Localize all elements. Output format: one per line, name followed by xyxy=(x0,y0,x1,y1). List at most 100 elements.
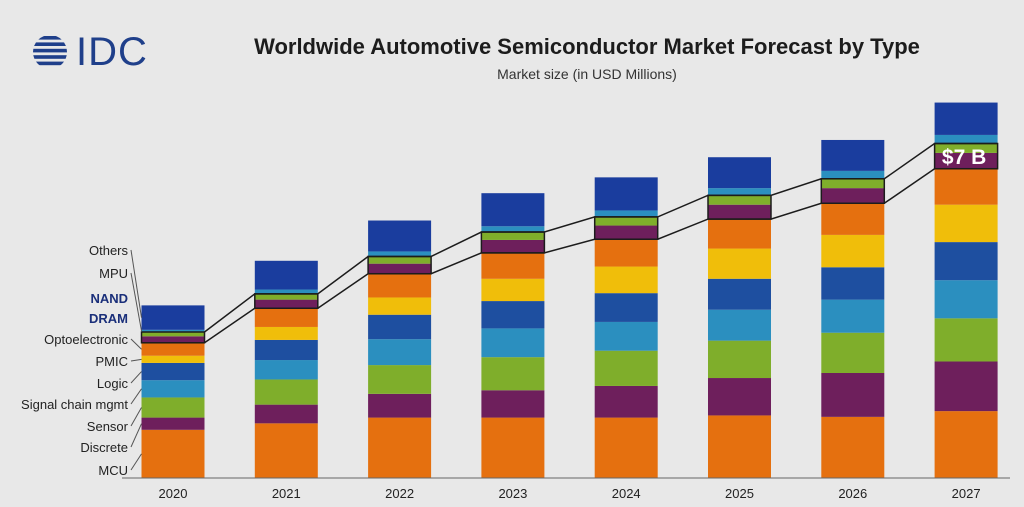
bar-segment-mcu-2023 xyxy=(481,417,545,478)
bar-segment-nand-2022 xyxy=(368,256,432,264)
bar-segment-discrete-2023 xyxy=(481,390,545,418)
x-tick-label: 2024 xyxy=(612,486,641,501)
bar-segment-signal-chain-mgmt-2026 xyxy=(821,299,885,333)
bar-segment-dram-2025 xyxy=(708,204,771,220)
bar-segment-signal-chain-mgmt-2023 xyxy=(481,328,545,358)
legend-leader-line xyxy=(130,407,142,427)
x-tick-label: 2020 xyxy=(159,486,188,501)
bar-segment-nand-2025 xyxy=(708,195,771,205)
bar-segment-pmic-2023 xyxy=(481,278,545,302)
bar-segment-optoelectronic-2026 xyxy=(821,203,885,235)
highlight-line-top xyxy=(204,142,998,333)
bar-segment-pmic-2020 xyxy=(141,355,205,363)
x-tick-label: 2026 xyxy=(838,486,867,501)
bar-segment-mpu-2022 xyxy=(368,251,432,257)
bar-segment-others-2024 xyxy=(594,177,658,211)
x-tick-label: 2023 xyxy=(498,486,527,501)
bar-segment-logic-2026 xyxy=(821,267,885,300)
bar-segment-mcu-2022 xyxy=(368,417,432,478)
x-tick-label: 2021 xyxy=(272,486,301,501)
bar-segment-others-2026 xyxy=(821,139,885,171)
legend-leader-line xyxy=(130,453,142,471)
globe-icon xyxy=(33,36,67,66)
bar-segment-mpu-2027 xyxy=(934,134,998,144)
bar-segment-sensor-2020 xyxy=(141,397,205,418)
bar-segment-logic-2023 xyxy=(481,301,545,329)
bar-segment-nand-2024 xyxy=(594,216,658,226)
bar-segment-mcu-2021 xyxy=(254,423,318,478)
bar-segment-nand-2020 xyxy=(141,331,205,337)
chart-subtitle: Market size (in USD Millions) xyxy=(497,66,677,82)
bar-segment-mcu-2024 xyxy=(594,417,658,478)
bar-segment-logic-2027 xyxy=(934,242,998,281)
bar-segment-mpu-2021 xyxy=(254,289,318,294)
bar-segment-dram-2026 xyxy=(821,188,885,204)
legend-label-mpu: MPU xyxy=(99,266,128,281)
legend-leader-line xyxy=(130,423,142,448)
bar-segment-sensor-2024 xyxy=(594,350,658,386)
bar-segment-logic-2024 xyxy=(594,293,658,322)
idc-logo: IDC xyxy=(30,30,148,74)
bar-segment-logic-2021 xyxy=(254,339,318,361)
bar-segment-signal-chain-mgmt-2020 xyxy=(141,380,205,398)
bar-segment-dram-2023 xyxy=(481,239,545,253)
highlight-box xyxy=(140,331,206,344)
bar-segment-pmic-2024 xyxy=(594,266,658,294)
legend-label-dram: DRAM xyxy=(89,311,128,326)
bar-segment-signal-chain-mgmt-2027 xyxy=(934,280,998,319)
annotation-label: $7 B xyxy=(942,146,986,169)
bar-segment-mpu-2024 xyxy=(594,210,658,217)
x-tick-label: 2022 xyxy=(385,486,414,501)
bar-segment-dram-2020 xyxy=(141,336,205,343)
bar-segment-nand-2023 xyxy=(481,232,545,240)
bar-segment-signal-chain-mgmt-2024 xyxy=(594,321,658,351)
bar-segment-mpu-2026 xyxy=(821,170,885,179)
bar-segment-pmic-2025 xyxy=(708,248,771,279)
bar-segment-pmic-2022 xyxy=(368,297,432,315)
bar-segment-discrete-2027 xyxy=(934,361,998,412)
bar-segment-optoelectronic-2020 xyxy=(141,342,205,356)
legend-leader-line xyxy=(130,388,142,405)
bar-segment-others-2027 xyxy=(934,102,998,135)
bar-segment-dram-2027 xyxy=(934,152,998,169)
legend-label-optoelectronic: Optoelectronic xyxy=(44,332,128,347)
bar-segment-mcu-2027 xyxy=(934,411,998,478)
legend-leader-line xyxy=(130,371,142,384)
x-tick-label: 2025 xyxy=(725,486,754,501)
bar-segment-dram-2021 xyxy=(254,299,318,309)
bar-segment-others-2023 xyxy=(481,193,545,227)
legend-label-sensor: Sensor xyxy=(87,419,129,434)
bar-segment-logic-2022 xyxy=(368,314,432,340)
bar-segment-nand-2027 xyxy=(934,143,998,153)
chart-title: Worldwide Automotive Semiconductor Marke… xyxy=(254,34,920,59)
legend-label-signal-chain-mgmt: Signal chain mgmt xyxy=(21,397,128,412)
bar-segment-discrete-2020 xyxy=(141,417,205,430)
x-tick-label: 2027 xyxy=(952,486,981,501)
legend-leader-line xyxy=(130,338,142,350)
bar-segment-others-2025 xyxy=(708,157,771,189)
bar-segment-sensor-2021 xyxy=(254,379,318,405)
bar-segment-dram-2024 xyxy=(594,225,658,240)
bar-segment-optoelectronic-2023 xyxy=(481,252,545,279)
legend-label-others: Others xyxy=(89,243,129,258)
bar-segment-sensor-2023 xyxy=(481,357,545,391)
bar-segment-optoelectronic-2025 xyxy=(708,219,771,249)
bar-segment-pmic-2026 xyxy=(821,234,885,268)
legend-label-nand: NAND xyxy=(90,291,128,306)
highlight-line-bottom xyxy=(204,167,998,344)
bar-segment-nand-2026 xyxy=(821,178,885,189)
bar-segment-sensor-2022 xyxy=(368,365,432,394)
bar-segment-discrete-2024 xyxy=(594,385,658,418)
bar-segment-others-2021 xyxy=(254,260,318,290)
legend-label-discrete: Discrete xyxy=(80,440,128,455)
bar-segment-signal-chain-mgmt-2021 xyxy=(254,360,318,380)
legend-label-pmic: PMIC xyxy=(96,354,129,369)
bar-segment-mpu-2025 xyxy=(708,188,771,196)
legend-leader-line xyxy=(130,272,142,332)
bar-segment-pmic-2021 xyxy=(254,326,318,340)
bar-segment-discrete-2022 xyxy=(368,393,432,418)
bar-segment-dram-2022 xyxy=(368,263,432,274)
bar-segment-discrete-2026 xyxy=(821,372,885,417)
bar-segment-mcu-2025 xyxy=(708,415,771,478)
